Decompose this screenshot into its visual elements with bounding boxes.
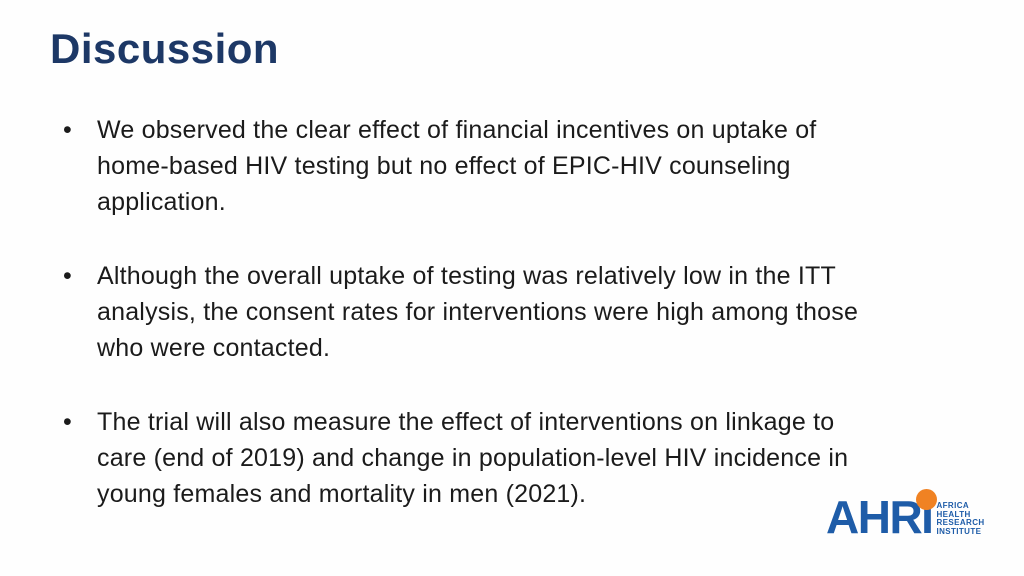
- ahri-org-line: AFRICA: [936, 501, 970, 510]
- bullet-line: care (end of 2019) and change in populat…: [97, 444, 849, 472]
- ahri-org-line: RESEARCH: [936, 518, 985, 527]
- ahri-wordmark: AHRI: [826, 489, 938, 540]
- bullet-line: who were contacted.: [97, 334, 331, 362]
- ahri-org-line: HEALTH: [936, 509, 971, 519]
- ahri-wordmark-text: AHRI: [826, 491, 934, 543]
- ahri-org-line: INSTITUTE: [936, 526, 982, 536]
- bullet-line: Although the overall uptake of testing w…: [97, 262, 836, 290]
- bullet-line: young females and mortality in men (2021…: [97, 480, 587, 508]
- bullet-item: • We observed the clear effect of financ…: [63, 112, 953, 220]
- bullet-item: • Although the overall uptake of testing…: [63, 258, 953, 366]
- bullet-marker: •: [63, 408, 72, 436]
- logo-orange-dot-icon: [916, 489, 938, 510]
- ahri-logo: AHRI AFRICA HEALTH RESEARCH INSTITUTE: [826, 489, 985, 540]
- bullet-item: • The trial will also measure the effect…: [63, 404, 953, 512]
- bullet-line: The trial will also measure the effect o…: [97, 408, 835, 436]
- ahri-org-name: AFRICA HEALTH RESEARCH INSTITUTE: [936, 497, 984, 536]
- bullet-line: We observed the clear effect of financia…: [97, 116, 817, 144]
- bullet-marker: •: [63, 116, 72, 144]
- bullet-text: Although the overall uptake of testing w…: [97, 258, 858, 366]
- bullet-list: • We observed the clear effect of financ…: [63, 112, 953, 550]
- bullet-line: analysis, the consent rates for interven…: [97, 298, 859, 326]
- slide-title: Discussion: [50, 25, 280, 72]
- bullet-line: application.: [97, 188, 226, 216]
- bullet-text: We observed the clear effect of financia…: [97, 112, 816, 220]
- bullet-text: The trial will also measure the effect o…: [97, 404, 848, 512]
- bullet-line: home-based HIV testing but no effect of …: [97, 152, 791, 180]
- bullet-marker: •: [63, 262, 72, 290]
